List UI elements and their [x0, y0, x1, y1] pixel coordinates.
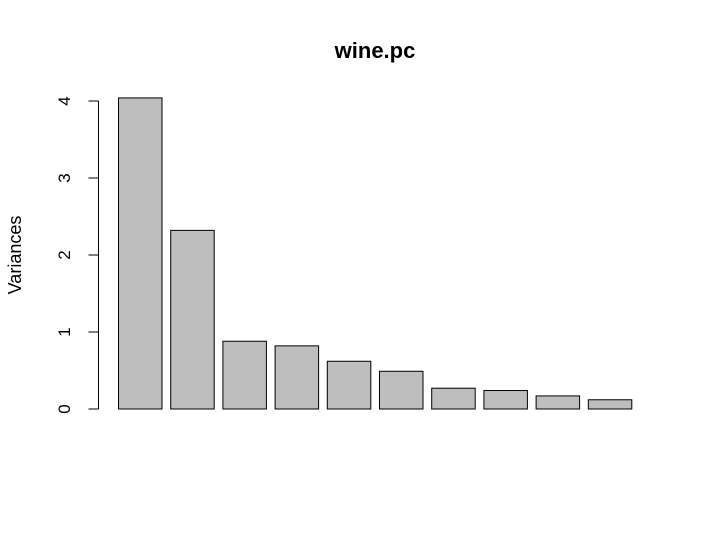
- bar-4: [274, 345, 320, 410]
- y-tick-label-0: 0: [55, 404, 74, 413]
- bar-8: [483, 390, 528, 410]
- bar-2: [170, 229, 215, 410]
- y-tick-label-1: 1: [55, 327, 74, 336]
- bar-10: [587, 399, 633, 410]
- y-axis: 0 1 2 3 4: [55, 96, 99, 414]
- y-tick-label-4: 4: [55, 96, 74, 105]
- bar-7: [431, 387, 476, 410]
- bar-9: [535, 395, 581, 410]
- bar-1: [118, 97, 163, 410]
- bar-6: [379, 370, 424, 410]
- bar-5: [326, 360, 372, 410]
- y-tick-label-2: 2: [55, 250, 74, 259]
- y-axis-label: Variances: [5, 216, 25, 295]
- bars: [118, 97, 633, 410]
- chart-title: wine.pc: [334, 38, 416, 63]
- y-tick-label-3: 3: [55, 173, 74, 182]
- bar-3: [222, 340, 267, 410]
